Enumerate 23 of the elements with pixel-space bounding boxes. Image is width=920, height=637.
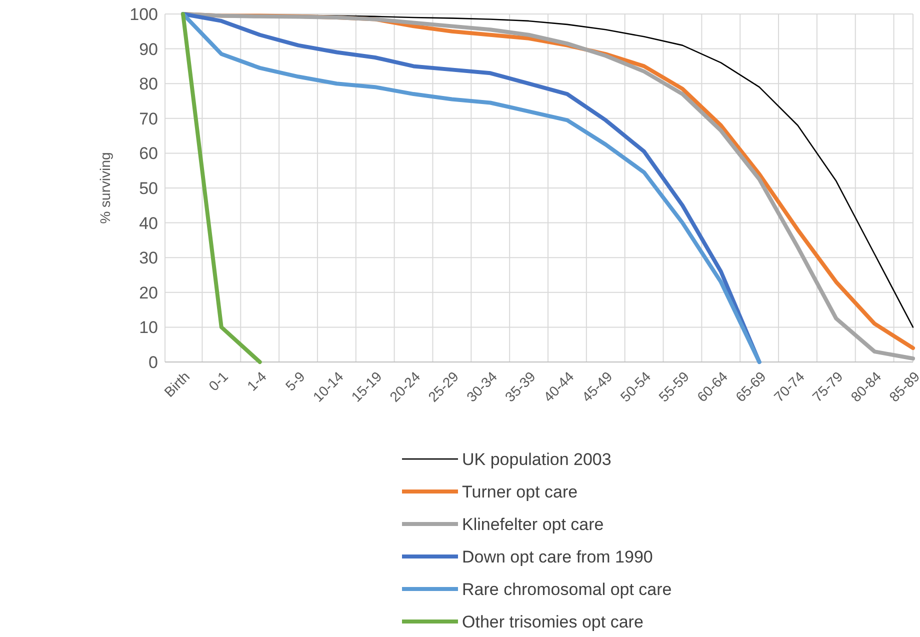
- y-tick-label: 100: [130, 4, 158, 24]
- legend-label: Turner opt care: [462, 482, 578, 502]
- line-series: [181, 12, 762, 364]
- y-tick-label: 30: [139, 248, 158, 268]
- x-tick-label: Birth: [160, 368, 193, 400]
- y-tick-label: 80: [139, 74, 158, 94]
- y-tick-label: 90: [139, 40, 158, 59]
- x-tick-label: 1-4: [244, 368, 270, 394]
- legend-label: Other trisomies opt care: [462, 612, 644, 632]
- legend-label: Klinefelter opt care: [462, 514, 604, 534]
- y-tick-label: 50: [139, 178, 158, 198]
- legend-label: UK population 2003: [462, 450, 612, 469]
- x-tick-label: 0-1: [205, 368, 232, 394]
- y-tick-label: 60: [139, 144, 158, 164]
- legend-label: Down opt care from 1990: [462, 547, 653, 566]
- y-tick-label: 40: [139, 214, 158, 233]
- y-axis-title: % surviving: [97, 152, 113, 224]
- y-tick-label: 10: [139, 318, 158, 338]
- x-tick-label: 5-9: [282, 368, 308, 394]
- legend-label: Rare chromosomal opt care: [462, 580, 672, 599]
- y-tick-label: 20: [139, 283, 158, 302]
- y-tick-label: 70: [139, 109, 158, 128]
- y-tick-label: 0: [148, 352, 158, 372]
